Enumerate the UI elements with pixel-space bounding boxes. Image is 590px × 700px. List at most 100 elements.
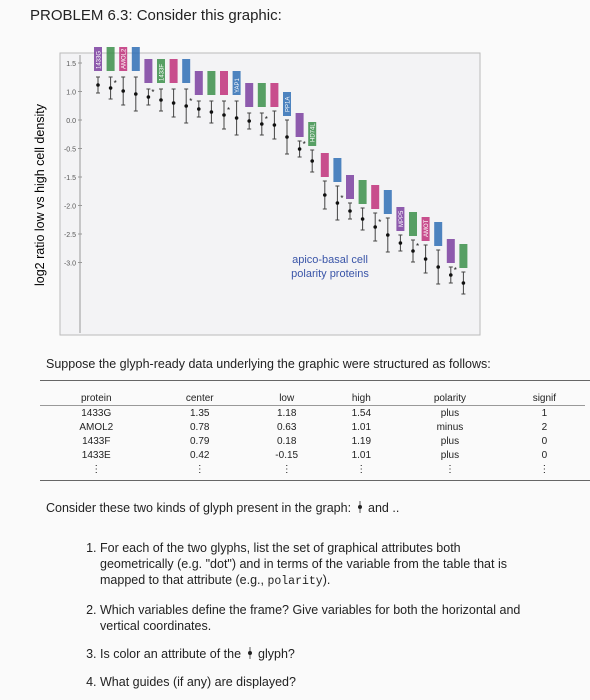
header-cell: protein [40, 391, 153, 406]
table-cell: 0.18 [276, 435, 297, 447]
glyph-dot [234, 116, 239, 120]
glyph-star: * [265, 115, 268, 124]
glyph-label-box [131, 47, 140, 71]
text: and .. [368, 501, 400, 515]
text: For each of the two glyphs, list the set… [100, 541, 507, 587]
table-row: ⋮ ⋮ ⋮ ⋮ ⋮ ⋮ [40, 462, 585, 476]
table-cell: ⋮ [444, 463, 455, 475]
y-axis-label: log2 ratio low vs high cell density [33, 103, 47, 286]
glyph-icon [357, 501, 362, 513]
glyph-label-box [409, 212, 417, 236]
table-cell: -0.15 [275, 449, 299, 461]
glyph-star: * [227, 106, 230, 115]
glyph-dot [209, 110, 214, 114]
header-cell: center [152, 391, 247, 406]
glyph-label-box [333, 158, 342, 182]
text: ). [322, 573, 331, 587]
problem-title: PROBLEM 6.3: Consider this graphic: [30, 7, 282, 24]
glyph-star: * [189, 97, 192, 106]
table-cell: plus [440, 435, 460, 447]
graphic: log2 ratio low vs high cell density 1.5 1… [33, 47, 481, 336]
glyph-star: * [151, 88, 154, 97]
glyph-label-box [207, 71, 216, 95]
header-cell: high [326, 391, 397, 406]
table-cell: 0 [541, 435, 548, 447]
glyph-dot [323, 193, 327, 197]
glyph-label-box [320, 153, 329, 177]
glyph-dot [184, 104, 188, 108]
glyph-label-box [371, 185, 380, 209]
glyph-dot [360, 217, 365, 221]
table-cell: minus [436, 421, 464, 433]
glyph-dot [247, 119, 251, 123]
text: Is color an attribute of the [100, 647, 242, 661]
glyph-label: AMOT [424, 219, 430, 237]
question: What guides (if any) are displayed? [100, 674, 532, 690]
glyph-label-box [245, 83, 254, 107]
question: Is color an attribute of the glyph? [100, 646, 532, 662]
table-row: 1433E 0.42 -0.15 1.01 plus 0 [40, 448, 585, 462]
glyph-label-box [157, 59, 165, 83]
table-cell: 0 [541, 449, 548, 461]
table-cell: 2 [541, 421, 548, 433]
glyph-label-box [106, 47, 115, 71]
glyph-dot [108, 86, 113, 90]
glyph-label-box [119, 47, 128, 71]
glyph-dot [310, 159, 315, 163]
glyph-dot [146, 95, 151, 99]
table-row: 1433F 0.79 0.18 1.19 plus 0 [40, 434, 585, 448]
glyph-label-box [358, 180, 367, 204]
table-cell: 1.35 [189, 407, 210, 419]
glyph-label-box [194, 71, 203, 95]
table-cell: AMOL2 [79, 421, 114, 433]
glyph-dot [461, 281, 466, 285]
glyph-label-box [396, 207, 405, 231]
glyph-label-box [94, 47, 102, 71]
glyph-dot [297, 147, 302, 151]
annotation: polarity proteins [291, 268, 369, 280]
text: Which variables define the frame? Give v… [100, 603, 521, 633]
table-box: protein center low high polarity signif 1433G 1… [40, 380, 590, 481]
y-tick-label: 0.0 [66, 118, 76, 125]
table-cell: ⋮ [91, 463, 102, 475]
glyph-dot [335, 201, 340, 205]
question: For each of the two glyphs, list the set… [100, 540, 532, 590]
table-cell: 0.63 [276, 421, 297, 433]
table-row: 1433G 1.35 1.18 1.54 plus 1 [40, 406, 585, 421]
table-cell: 1 [541, 407, 548, 419]
glyph-dot [398, 241, 403, 245]
glyph-prompt: Consider these two kinds of glyph presen… [46, 500, 399, 516]
table-cell: 1.18 [276, 407, 297, 419]
glyph-star: * [303, 140, 306, 149]
glyph-dot [285, 135, 289, 139]
header-cell: polarity [396, 391, 504, 406]
glyph-label-box [421, 217, 430, 241]
glyph-label-box [270, 83, 279, 107]
table-row: AMOL2 0.78 0.63 1.01 minus 2 [40, 420, 585, 434]
glyph-star: * [340, 194, 343, 203]
glyph-dot [386, 233, 390, 237]
glyph-label: MPP5 [399, 210, 405, 227]
table-intro: Suppose the glyph-ready data underlying … [46, 357, 491, 371]
glyph-label: YAP1 [235, 77, 241, 93]
glyph-label-box [308, 122, 317, 146]
glyph-label-box [346, 175, 354, 199]
table-cell: 1.19 [351, 435, 372, 447]
glyph-label: 1433G [97, 51, 103, 69]
glyph-label-box [459, 244, 468, 268]
glyph-star: * [114, 79, 117, 88]
glyph-dot [373, 225, 378, 229]
header-cell: low [246, 391, 327, 406]
glyph-label-box [220, 71, 228, 95]
glyph-dot [197, 107, 201, 111]
table-cell: ⋮ [194, 463, 205, 475]
glyph-icon [247, 647, 252, 659]
glyph-dot [159, 98, 163, 102]
table-cell: ⋮ [281, 463, 292, 475]
glyph-dot [121, 89, 125, 93]
glyph-label-box [169, 59, 178, 83]
glyph-dot [96, 83, 100, 87]
y-tick-label: 1.0 [66, 90, 76, 97]
table-header-row: protein center low high polarity signif [40, 391, 585, 406]
table-cell: 1.01 [351, 449, 372, 461]
